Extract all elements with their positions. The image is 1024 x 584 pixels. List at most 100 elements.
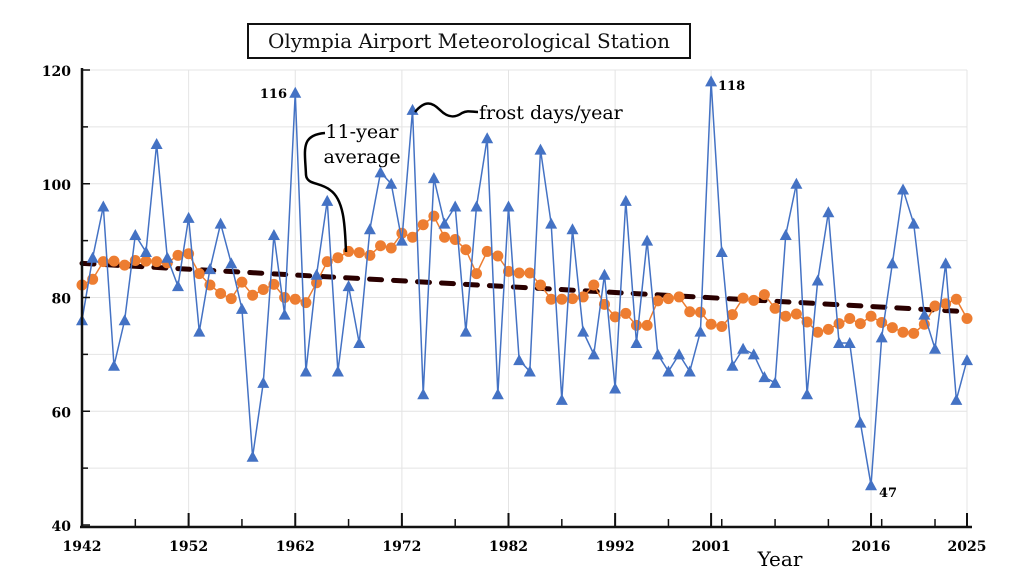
- frost-point: [438, 217, 451, 229]
- frost-point: [150, 137, 163, 149]
- frost-point: [86, 251, 99, 263]
- frost-point: [374, 166, 387, 178]
- frost-point: [929, 342, 942, 354]
- frost-point: [342, 280, 355, 292]
- average-point: [524, 267, 536, 279]
- frost-point: [289, 86, 302, 98]
- average-point: [854, 318, 866, 330]
- average-point: [929, 300, 941, 312]
- average-point: [897, 326, 909, 338]
- frost-point: [235, 302, 248, 314]
- average-point: [321, 256, 333, 268]
- frost-point: [822, 206, 835, 218]
- min-label-2016: 47: [879, 486, 897, 501]
- average-callout-line2: average: [323, 146, 400, 168]
- average-point: [534, 279, 546, 291]
- frost-point: [193, 325, 206, 337]
- average-point: [694, 306, 706, 318]
- peak-label-1962: 116: [260, 87, 287, 102]
- average-point: [332, 252, 344, 264]
- average-point: [97, 256, 109, 268]
- average-point: [481, 245, 493, 257]
- frost-point: [609, 382, 622, 394]
- frost-point: [385, 177, 398, 189]
- frost-point: [641, 234, 654, 246]
- average-point: [236, 276, 248, 288]
- average-point: [705, 318, 717, 330]
- average-callout-line1: 11-year: [326, 121, 400, 143]
- frost-point: [139, 246, 152, 257]
- average-line: [81, 215, 968, 335]
- average-point: [673, 291, 685, 303]
- average-point: [364, 249, 376, 261]
- x-tick-label: 1972: [382, 539, 421, 555]
- frost-point: [875, 331, 888, 343]
- average-point: [758, 289, 770, 301]
- frost-point: [523, 365, 536, 377]
- average-point: [503, 265, 515, 277]
- frost-point: [310, 268, 323, 280]
- average-point: [865, 310, 877, 322]
- y-tick-label: 60: [52, 405, 72, 421]
- frost-point: [715, 246, 728, 257]
- average-point: [119, 259, 131, 271]
- frost-point: [630, 337, 643, 348]
- chart-title: Olympia Airport Meteorological Station: [247, 23, 691, 59]
- frost-point: [502, 200, 515, 212]
- frost-point: [865, 479, 878, 491]
- axes: 1942 1952 1962 1972 1982 1992 2001 2016 2025 40 60…: [42, 64, 987, 555]
- frost-point: [363, 223, 376, 235]
- frost-point: [491, 388, 504, 400]
- average-point: [108, 255, 120, 267]
- frost-point: [299, 365, 312, 377]
- frost-point: [246, 450, 259, 462]
- x-tick-label: 1942: [63, 539, 102, 555]
- x-tick-label: 1992: [596, 539, 635, 555]
- average-point: [737, 292, 749, 304]
- frost-point: [758, 371, 771, 383]
- average-point: [630, 319, 642, 331]
- average-point: [172, 249, 184, 261]
- frost-point: [459, 325, 472, 337]
- trend-line: [79, 260, 970, 315]
- average-point: [545, 293, 557, 305]
- trend-dashed-line: [79, 260, 970, 315]
- x-tick-label: 1962: [276, 539, 315, 555]
- frost-point: [598, 268, 611, 280]
- y-tick-label: 100: [42, 178, 71, 194]
- average-point: [844, 313, 856, 325]
- frost-point: [801, 388, 814, 400]
- frost-point: [961, 354, 973, 366]
- frost-point: [225, 257, 238, 269]
- average-point: [876, 317, 888, 329]
- frost-point: [267, 228, 280, 240]
- average-point: [407, 231, 419, 243]
- average-point: [566, 293, 578, 305]
- frost-point: [651, 348, 664, 360]
- frost-point: [811, 274, 824, 286]
- average-point: [311, 277, 323, 289]
- average-point: [140, 255, 152, 267]
- average-point: [790, 308, 802, 320]
- y-tick-label: 40: [52, 519, 72, 535]
- frost-point: [331, 365, 344, 377]
- average-point: [353, 247, 365, 259]
- frost-point: [726, 359, 739, 371]
- frost-point: [257, 376, 270, 388]
- frost-point: [481, 132, 494, 144]
- frost-point: [779, 228, 792, 240]
- average-point: [556, 293, 568, 305]
- average-point: [748, 294, 760, 306]
- average-point: [588, 279, 600, 291]
- x-tick-label: 1952: [169, 539, 208, 555]
- frost-callout-line: [414, 102, 479, 118]
- frost-point: [950, 393, 963, 405]
- frost-point: [587, 348, 600, 360]
- frost-point: [843, 337, 856, 348]
- frost-point: [427, 172, 440, 184]
- average-point: [460, 244, 472, 256]
- annotations: 11-year average frost days/year 116 118 …: [260, 79, 897, 571]
- frost-point: [886, 257, 899, 269]
- frost-point: [321, 194, 334, 206]
- average-point: [513, 267, 525, 279]
